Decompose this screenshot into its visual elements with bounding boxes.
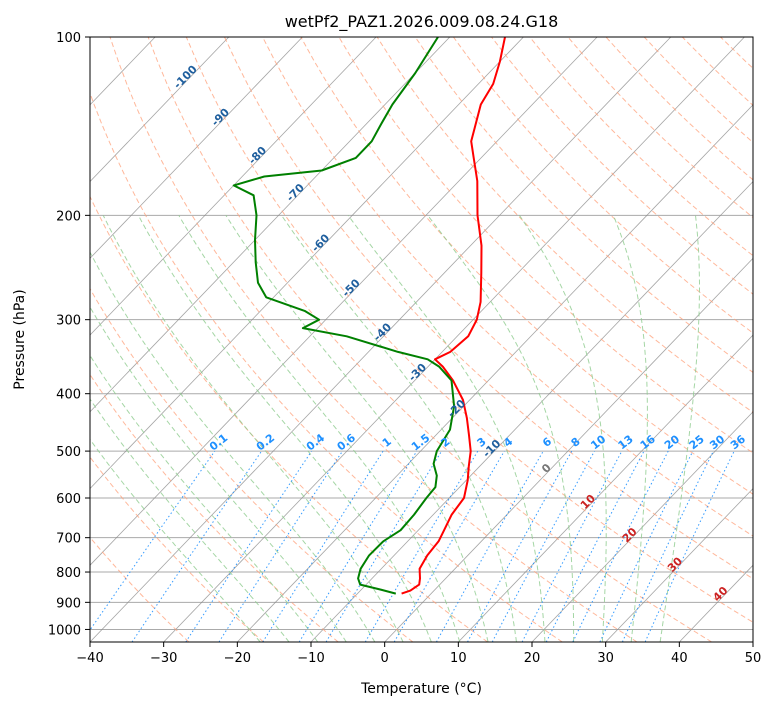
x-tick-label: −40 — [76, 651, 103, 666]
moist-adiabat — [518, 215, 607, 642]
x-tick-label: 50 — [745, 651, 762, 666]
isotherm-line — [90, 37, 303, 259]
x-axis: −40 −30 −20 −10 0 10 20 30 40 50 — [76, 642, 761, 666]
moist-adiabat — [659, 215, 700, 642]
dry-adiabat — [90, 456, 264, 642]
y-axis-title: Pressure (hPa) — [12, 289, 28, 389]
x-tick-label: 10 — [450, 651, 467, 666]
moist-adiabat — [427, 214, 575, 642]
y-tick-label: 400 — [56, 388, 81, 403]
moist-adiabat — [90, 438, 261, 642]
dry-adiabat — [262, 37, 753, 537]
mixing-ratio-line — [131, 450, 263, 642]
mixing-ratio-line — [185, 450, 313, 642]
moist-adiabat — [178, 215, 461, 642]
x-tick-label: −20 — [224, 651, 251, 666]
mixing-ratio-line — [90, 450, 216, 631]
isotherm-line — [531, 411, 753, 642]
isotherm-line — [237, 104, 753, 642]
y-tick-label: 100 — [56, 31, 81, 46]
dry-adiabat — [452, 37, 753, 334]
dewpoint-profile — [232, 37, 456, 595]
isotherm-line — [90, 37, 598, 566]
moist-adiabat — [281, 215, 517, 642]
y-tick-label: 300 — [56, 314, 81, 329]
y-tick-label: 500 — [56, 445, 81, 460]
dry-adiabat — [376, 37, 753, 413]
dry-adiabat — [224, 37, 753, 580]
dry-adiabat — [109, 37, 638, 642]
plot-frame — [89, 36, 754, 643]
dry-adiabat — [185, 37, 753, 623]
x-tick-label: 40 — [671, 651, 688, 666]
isotherm-line — [163, 37, 745, 642]
mixing-ratio-line — [572, 450, 669, 642]
x-axis-title: Temperature (°C) — [360, 681, 482, 697]
mixing-ratio-line — [467, 450, 573, 642]
y-tick-label: 200 — [56, 209, 81, 224]
isotherm-line — [90, 37, 451, 413]
x-tick-label: −30 — [150, 651, 177, 666]
moist-adiabat — [137, 215, 432, 642]
dry-adiabat — [338, 37, 753, 454]
dry-adiabat — [90, 287, 414, 642]
moist-adiabat — [90, 306, 347, 642]
mixing-ratio-line — [298, 450, 418, 642]
isotherm-line — [90, 37, 672, 642]
moist-adiabat — [90, 398, 290, 642]
mixing-ratio-line — [491, 450, 595, 642]
profiles — [232, 37, 506, 595]
x-tick-label: 0 — [381, 651, 389, 666]
mixing-ratio-line — [218, 450, 343, 642]
y-tick-label: 600 — [56, 492, 81, 507]
isotherm-line — [90, 37, 524, 490]
y-tick-label: 900 — [56, 596, 81, 611]
isotherm-line — [384, 257, 753, 642]
mixing-ratio-line — [262, 450, 384, 642]
moist-adiabat — [347, 215, 546, 642]
dry-adiabat — [147, 37, 712, 642]
mixing-ratio-line — [435, 450, 544, 642]
isotherm-line — [90, 37, 377, 336]
y-tick-label: 1000 — [48, 623, 81, 638]
isotherm-line — [90, 37, 230, 183]
dry-adiabat — [90, 536, 190, 642]
y-tick-label: 800 — [56, 566, 81, 581]
chart-title: wetPf2_PAZ1.2026.009.08.24.G18 — [285, 12, 559, 32]
moist-adiabat — [102, 215, 404, 642]
mixing-ratio-line — [545, 450, 645, 642]
dry-adiabat — [90, 91, 563, 642]
mixing-ratio-line — [325, 450, 443, 642]
isotherm-line — [605, 487, 753, 642]
x-tick-label: −10 — [297, 651, 324, 666]
background-lines — [90, 37, 753, 642]
moist-adiabat — [612, 215, 648, 642]
temperature-profile — [401, 37, 506, 595]
moist-adiabat — [90, 251, 376, 642]
isotherm-line — [458, 334, 753, 642]
dry-adiabat — [90, 195, 488, 642]
x-tick-label: 20 — [524, 651, 541, 666]
y-tick-label: 700 — [56, 532, 81, 547]
x-tick-label: 30 — [597, 651, 614, 666]
y-axis: 100 200 300 400 500 600 700 800 900 1000 — [48, 31, 90, 638]
